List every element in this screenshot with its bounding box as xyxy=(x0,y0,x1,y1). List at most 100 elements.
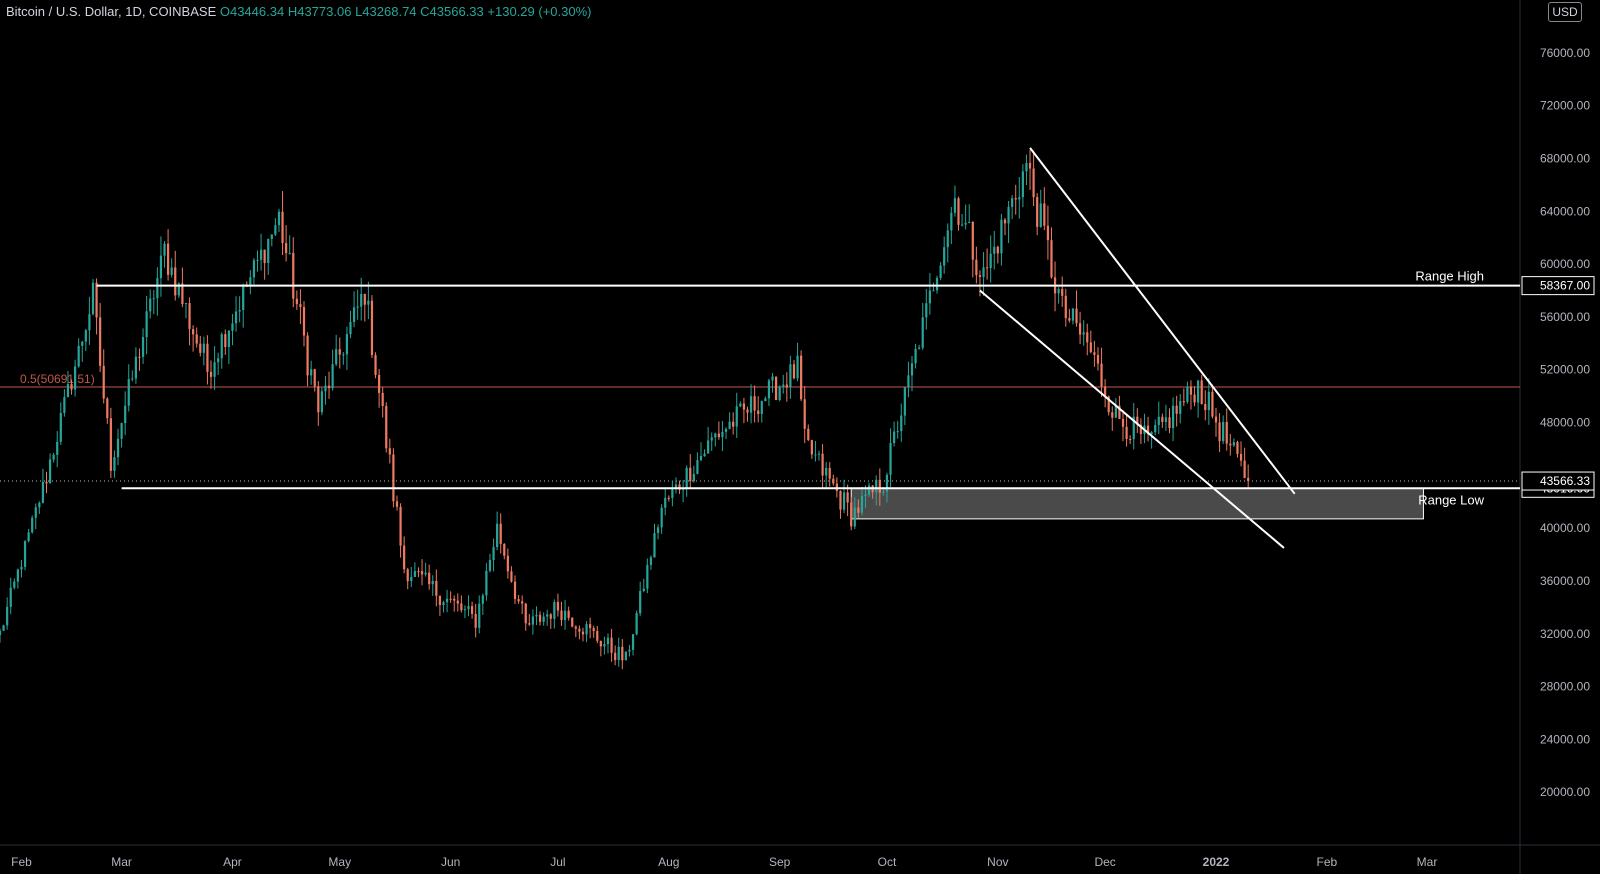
candle-body xyxy=(585,624,588,635)
candle-body xyxy=(367,300,370,305)
candle-body xyxy=(1107,396,1110,413)
candle-body xyxy=(217,358,220,363)
y-tick-label: 36000.00 xyxy=(1540,574,1590,588)
candle-body xyxy=(442,602,445,606)
y-tick-label: 28000.00 xyxy=(1540,680,1590,694)
candle-body xyxy=(45,481,48,484)
candle-body xyxy=(918,347,921,349)
candle-body xyxy=(749,396,753,413)
candle-body xyxy=(807,428,810,441)
candle-body xyxy=(1082,332,1085,335)
candle-body xyxy=(1064,295,1067,319)
candle-body xyxy=(1003,219,1007,224)
candle-body xyxy=(302,306,306,336)
candle-body xyxy=(292,252,295,299)
candle-body xyxy=(685,467,688,489)
candle-body xyxy=(646,564,649,589)
candle-body xyxy=(403,545,406,570)
candle-body xyxy=(285,243,288,254)
y-tick-label: 64000.00 xyxy=(1540,204,1590,218)
candle-body xyxy=(34,507,37,518)
candle-body xyxy=(825,467,828,476)
candle-body xyxy=(535,614,538,617)
candle-body xyxy=(1197,380,1200,403)
candle-body xyxy=(971,221,974,260)
candle-body xyxy=(617,646,620,660)
candle-body xyxy=(1168,417,1171,429)
price-tag-box xyxy=(1521,276,1595,296)
candle-body xyxy=(453,598,456,601)
candle-body xyxy=(377,374,381,393)
candle-body xyxy=(399,506,402,546)
candle-body xyxy=(785,384,788,388)
candle-body xyxy=(563,610,567,621)
candle-body xyxy=(295,298,298,305)
candle-body xyxy=(1146,425,1150,435)
y-tick-label: 20000.00 xyxy=(1540,785,1590,799)
candle-body xyxy=(374,355,377,375)
y-tick-label: 76000.00 xyxy=(1540,46,1590,60)
trendline xyxy=(1029,147,1296,495)
candle-body xyxy=(1164,417,1168,422)
candle-body xyxy=(631,634,635,650)
y-tick-label: 56000.00 xyxy=(1540,310,1590,324)
candle-body xyxy=(542,616,545,622)
candle-body xyxy=(592,628,595,632)
candle-body xyxy=(610,637,613,653)
candle-body xyxy=(152,298,155,300)
ohlc-low: L43268.74 xyxy=(355,4,417,19)
support-zone xyxy=(850,487,1424,520)
candle-body xyxy=(860,496,864,513)
candle-body xyxy=(431,580,434,585)
candle-body xyxy=(1204,404,1207,411)
candle-body xyxy=(939,265,942,278)
candle-body xyxy=(746,409,749,413)
candle-body xyxy=(968,221,971,223)
candle-body xyxy=(503,543,506,556)
candle-body xyxy=(875,479,878,493)
candle-body xyxy=(134,356,138,379)
candle-body xyxy=(478,603,481,628)
candle-body xyxy=(59,412,62,442)
candle-body xyxy=(48,459,52,484)
candle-body xyxy=(310,369,313,376)
candle-body xyxy=(227,330,231,348)
candle-body xyxy=(249,277,252,287)
candle-body xyxy=(800,355,803,400)
candle-body xyxy=(331,364,334,389)
candle-body xyxy=(1182,401,1185,403)
candle-body xyxy=(345,334,349,355)
candle-body xyxy=(735,406,738,427)
candle-body xyxy=(1057,288,1060,294)
currency-selector[interactable]: USD xyxy=(1548,2,1582,22)
ohlc-high: H43773.06 xyxy=(287,4,352,19)
candle-body xyxy=(649,557,653,565)
candle-body xyxy=(1247,477,1250,482)
candle-body xyxy=(953,198,957,213)
candle-body xyxy=(338,349,341,355)
candle-body xyxy=(1014,198,1017,200)
candle-body xyxy=(1111,412,1114,418)
candle-body xyxy=(1036,197,1039,227)
x-tick-label: Jun xyxy=(441,855,460,869)
candle-body xyxy=(370,300,374,356)
candle-body xyxy=(599,640,602,647)
candle-body xyxy=(656,527,660,534)
candle-body xyxy=(621,646,624,661)
candle-body xyxy=(116,438,120,458)
x-tick-label: Aug xyxy=(658,855,679,869)
candle-body xyxy=(13,581,16,588)
candle-body xyxy=(99,317,102,366)
candle-body xyxy=(928,290,931,304)
candle-body xyxy=(166,243,170,275)
candle-body xyxy=(760,401,763,415)
candle-body xyxy=(707,440,710,454)
candle-body xyxy=(16,569,19,582)
candle-body xyxy=(188,303,191,330)
candle-body xyxy=(1139,424,1143,434)
candle-body xyxy=(1214,416,1218,423)
candle-body xyxy=(560,610,563,621)
candle-body xyxy=(231,323,234,331)
candle-body xyxy=(574,626,577,629)
